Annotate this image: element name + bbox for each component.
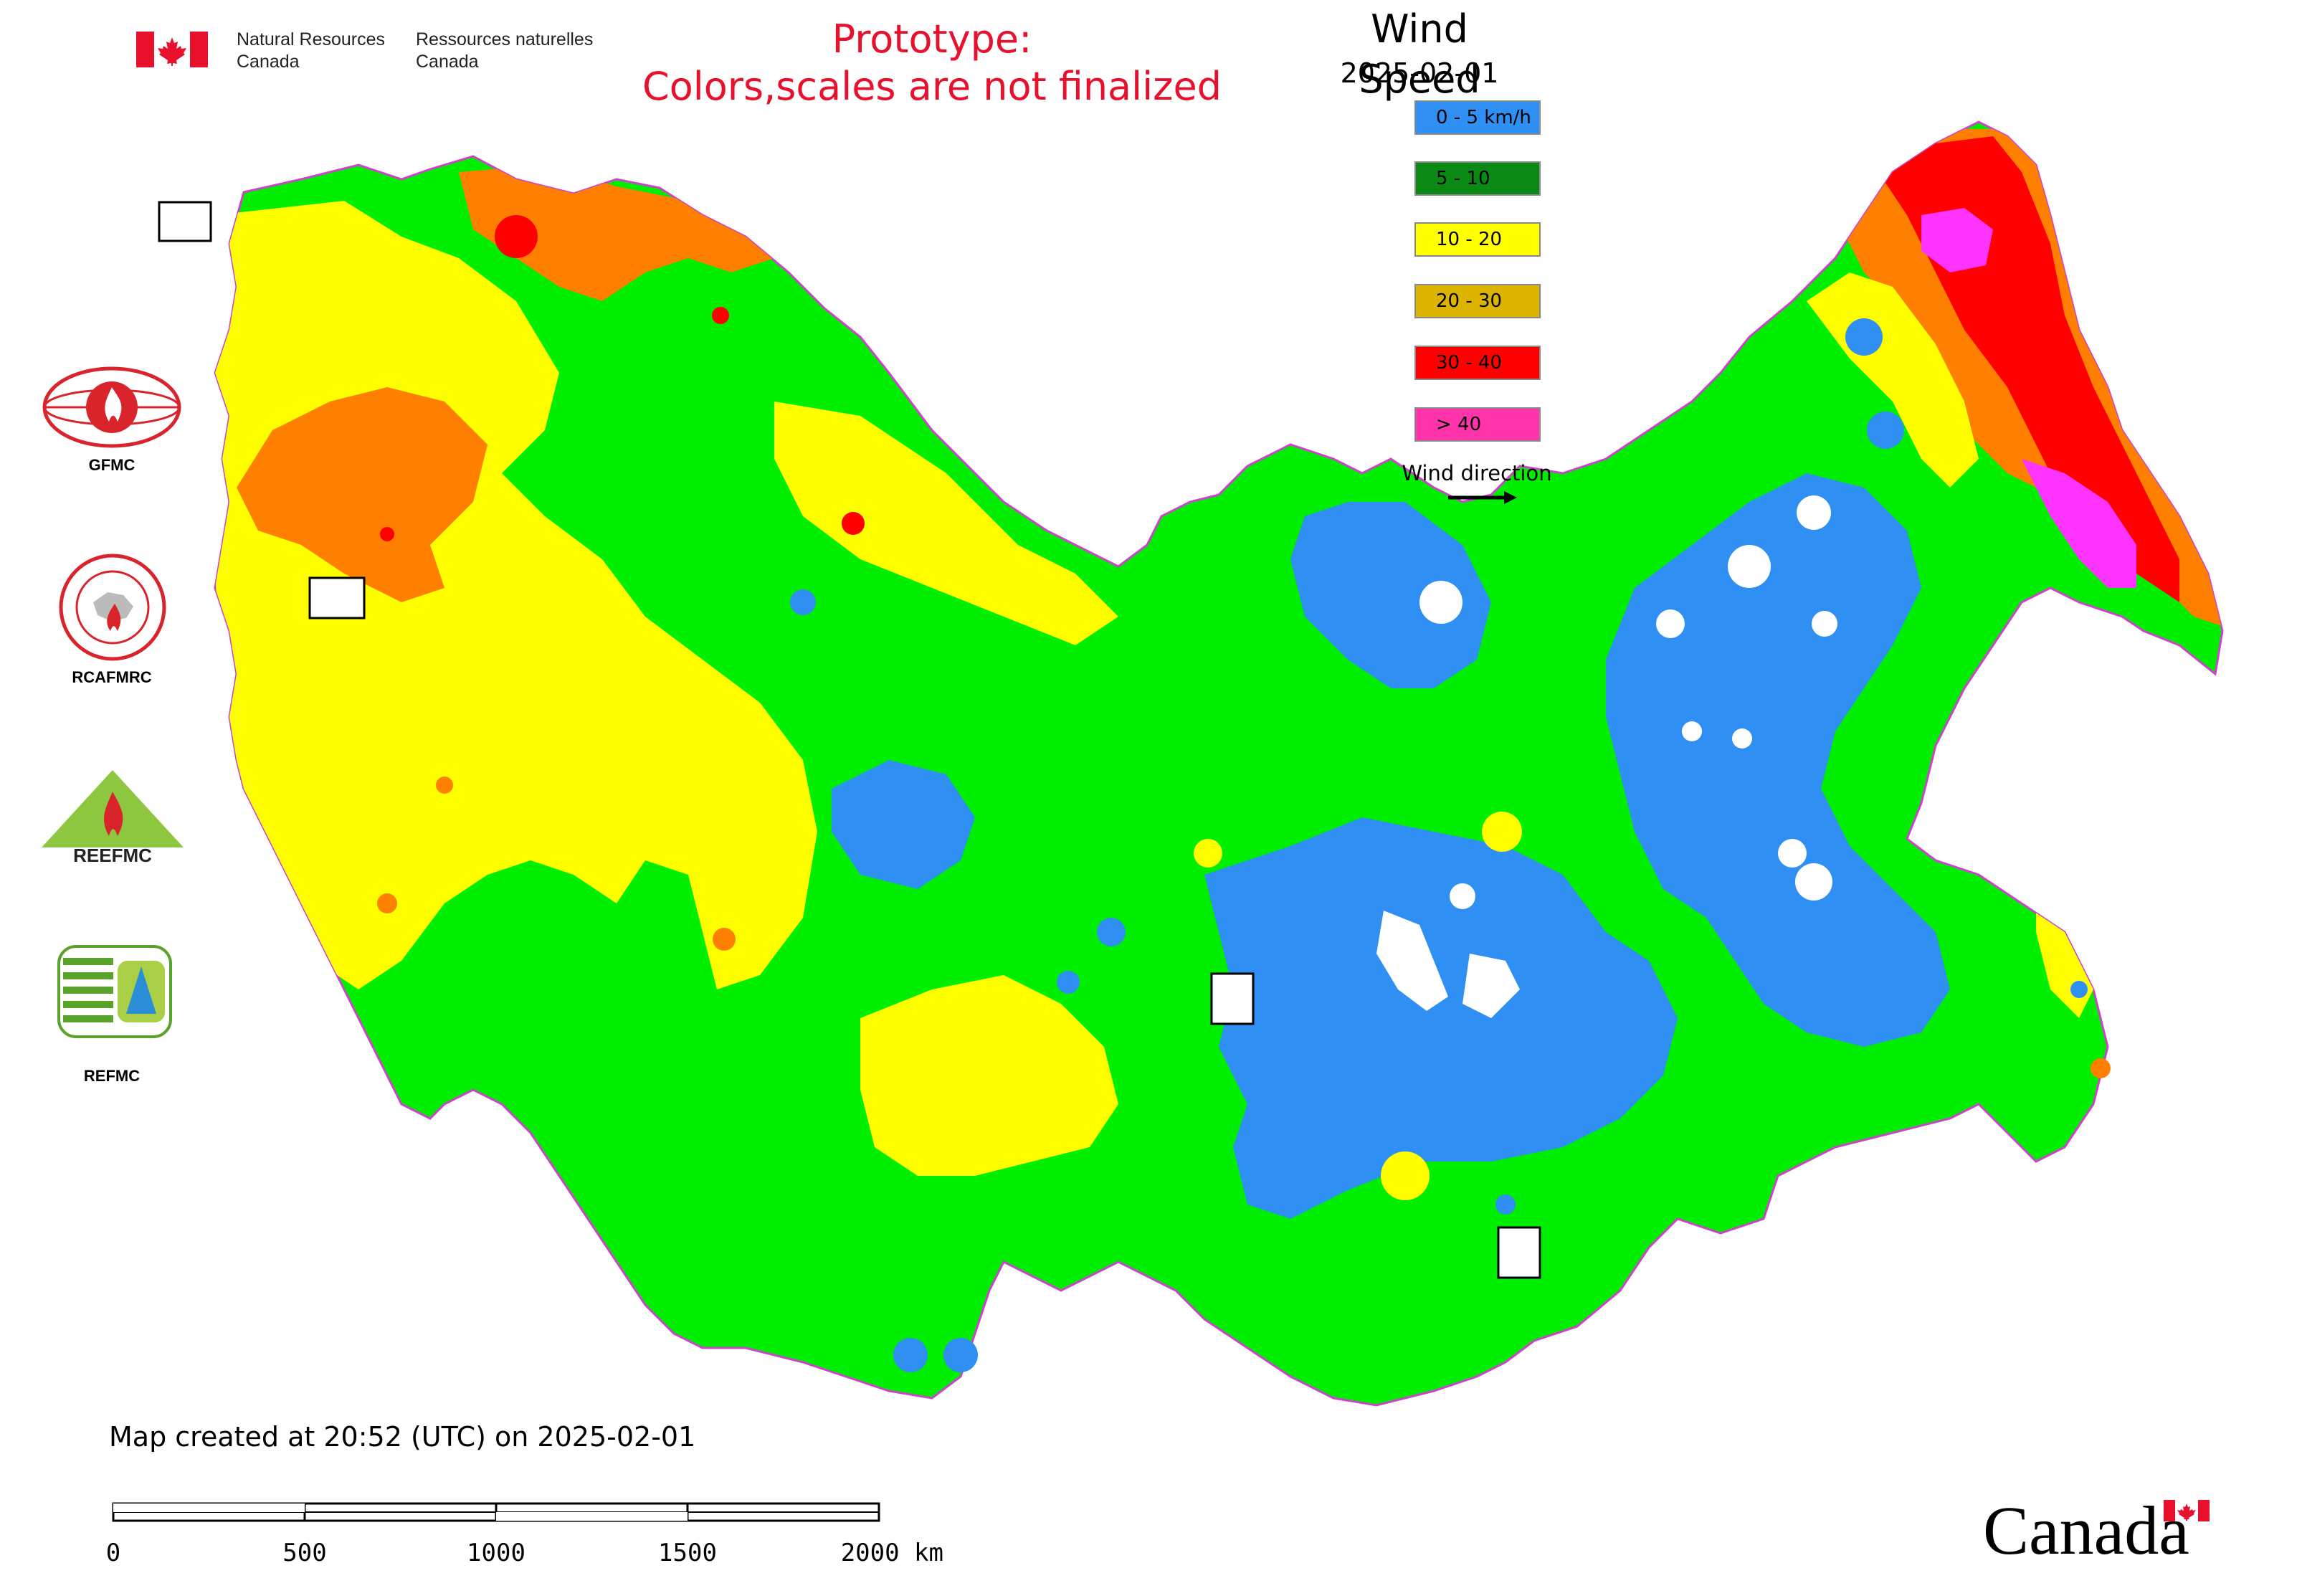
- agency-fr-line-2: Canada: [416, 52, 479, 72]
- prototype-notice: Prototype: Colors,scales are not finaliz…: [631, 16, 1233, 110]
- canada-flag-icon: [136, 32, 208, 67]
- svg-text:REEFMC: REEFMC: [73, 845, 152, 866]
- agency-name-english: Natural Resources Canada: [237, 29, 385, 73]
- calm-spots: [1376, 495, 1837, 1200]
- zone-over-40-chukotka: [1921, 208, 1993, 272]
- gfmc-logo-icon: [42, 366, 181, 448]
- map-marker-reefmc[interactable]: [308, 576, 366, 619]
- moderate-spots: [1194, 812, 1522, 868]
- agency-en-line-2: Canada: [237, 52, 300, 72]
- prototype-notice-line-2: Colors,scales are not finalized: [642, 64, 1222, 109]
- reefmc-logo-icon: REEFMC: [42, 770, 184, 866]
- legend-class-2: 10 - 20: [1414, 222, 1541, 257]
- map-marker-gfmc[interactable]: [158, 201, 212, 242]
- gfmc-logo-label: GFMC: [88, 456, 135, 474]
- scale-tick-0: 0: [106, 1539, 120, 1567]
- zone-0-5-central-siberia: [1204, 817, 1678, 1219]
- legend-class-1: 5 - 10: [1414, 161, 1541, 196]
- scale-tick-2000: 2000 km: [841, 1539, 943, 1567]
- wordmark-flag-icon: [2164, 1500, 2210, 1521]
- zone-0-5-yakutia: [1290, 502, 1491, 688]
- strong-spots: [377, 776, 2111, 1078]
- legend-class-2-label: 10 - 20: [1436, 229, 1503, 250]
- legend-date: 2025-02-01: [1340, 57, 1499, 89]
- very-strong-spots: [380, 215, 865, 541]
- scale-bar: 0 500 1000 1500 2000 km: [106, 1502, 943, 1567]
- legend-class-4: 30 - 40: [1414, 346, 1541, 380]
- map-marker-refmc[interactable]: [1210, 972, 1255, 1025]
- refmc-logo-label: REFMC: [83, 1067, 141, 1085]
- legend-class-3: 20 - 30: [1414, 284, 1541, 318]
- wind-direction-label: Wind direction: [1402, 461, 1552, 485]
- rcafmrc-logo-icon: [59, 554, 166, 661]
- agency-fr-line-1: Ressources naturelles: [416, 29, 594, 49]
- legend-class-0: 0 - 5 km/h: [1414, 100, 1541, 135]
- legend-title: Wind Speed: [1359, 6, 1480, 102]
- land-base: [214, 120, 2224, 1407]
- zone-10-20-central: [860, 975, 1118, 1176]
- map-created-timestamp: Map created at 20:52 (UTC) on 2025-02-01: [109, 1421, 696, 1453]
- low-spots: [790, 318, 2088, 1372]
- rcafmrc-logo-label: RCAFMRC: [72, 668, 152, 686]
- scale-tick-500: 500: [282, 1539, 326, 1567]
- legend-class-4-label: 30 - 40: [1436, 352, 1503, 374]
- legend-class-5-label: > 40: [1436, 414, 1482, 435]
- agency-en-line-1: Natural Resources: [237, 29, 386, 49]
- legend-class-1-label: 5 - 10: [1436, 168, 1490, 189]
- station-markers[interactable]: [158, 201, 1541, 1279]
- zone-0-5-ob: [832, 760, 975, 889]
- map-marker-rcafmrc[interactable]: [1497, 1226, 1541, 1279]
- scale-tick-1500: 1500: [658, 1539, 717, 1567]
- zone-0-5-east-siberia: [1606, 473, 1950, 1047]
- legend-class-0-label: 0 - 5 km/h: [1436, 107, 1531, 128]
- zone-10-20-arctic-coast: [774, 402, 1118, 645]
- zone-20-30-kola: [459, 165, 774, 301]
- legend-class-5: > 40: [1414, 407, 1541, 442]
- agency-name-french: Ressources naturelles Canada: [416, 29, 593, 73]
- zone-over-40-kamchatka: [2022, 459, 2136, 588]
- refmc-logo-icon: [57, 945, 172, 1038]
- scale-tick-1000: 1000: [467, 1539, 525, 1567]
- canada-wordmark: Canada: [1983, 1492, 2189, 1569]
- wind-direction-arrow-icon: [1448, 491, 1517, 504]
- prototype-notice-line-1: Prototype:: [832, 16, 1032, 62]
- zone-20-30-west: [237, 387, 487, 602]
- legend-class-3-label: 20 - 30: [1436, 290, 1503, 312]
